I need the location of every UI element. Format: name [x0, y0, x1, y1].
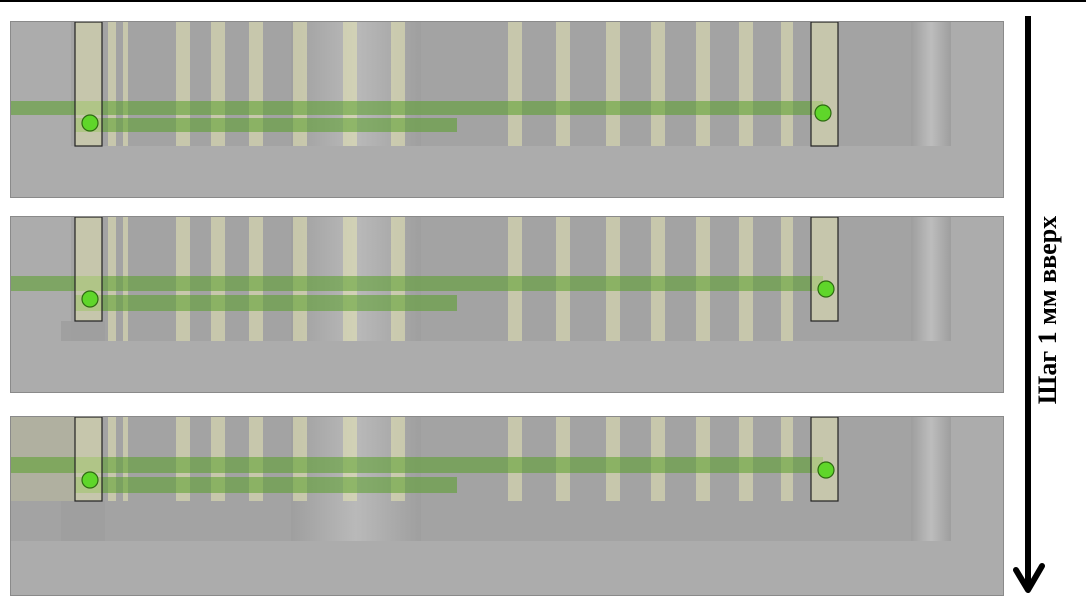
panel-2 — [10, 216, 1004, 393]
arrow-down-icon — [1013, 16, 1045, 593]
panel-3-scene — [11, 417, 1003, 595]
step-label: Шаг 1 мм вверх — [1033, 215, 1062, 405]
upper-beam — [11, 101, 823, 115]
panel-1 — [10, 21, 1004, 198]
left-marker — [81, 114, 99, 132]
top-rule — [0, 0, 1086, 2]
panel-3 — [10, 416, 1004, 596]
panel-1-scene — [11, 22, 1003, 197]
right-marker — [814, 104, 832, 122]
lower-beam — [75, 118, 457, 132]
right-frame — [810, 22, 839, 147]
panel-2-scene — [11, 217, 1003, 392]
